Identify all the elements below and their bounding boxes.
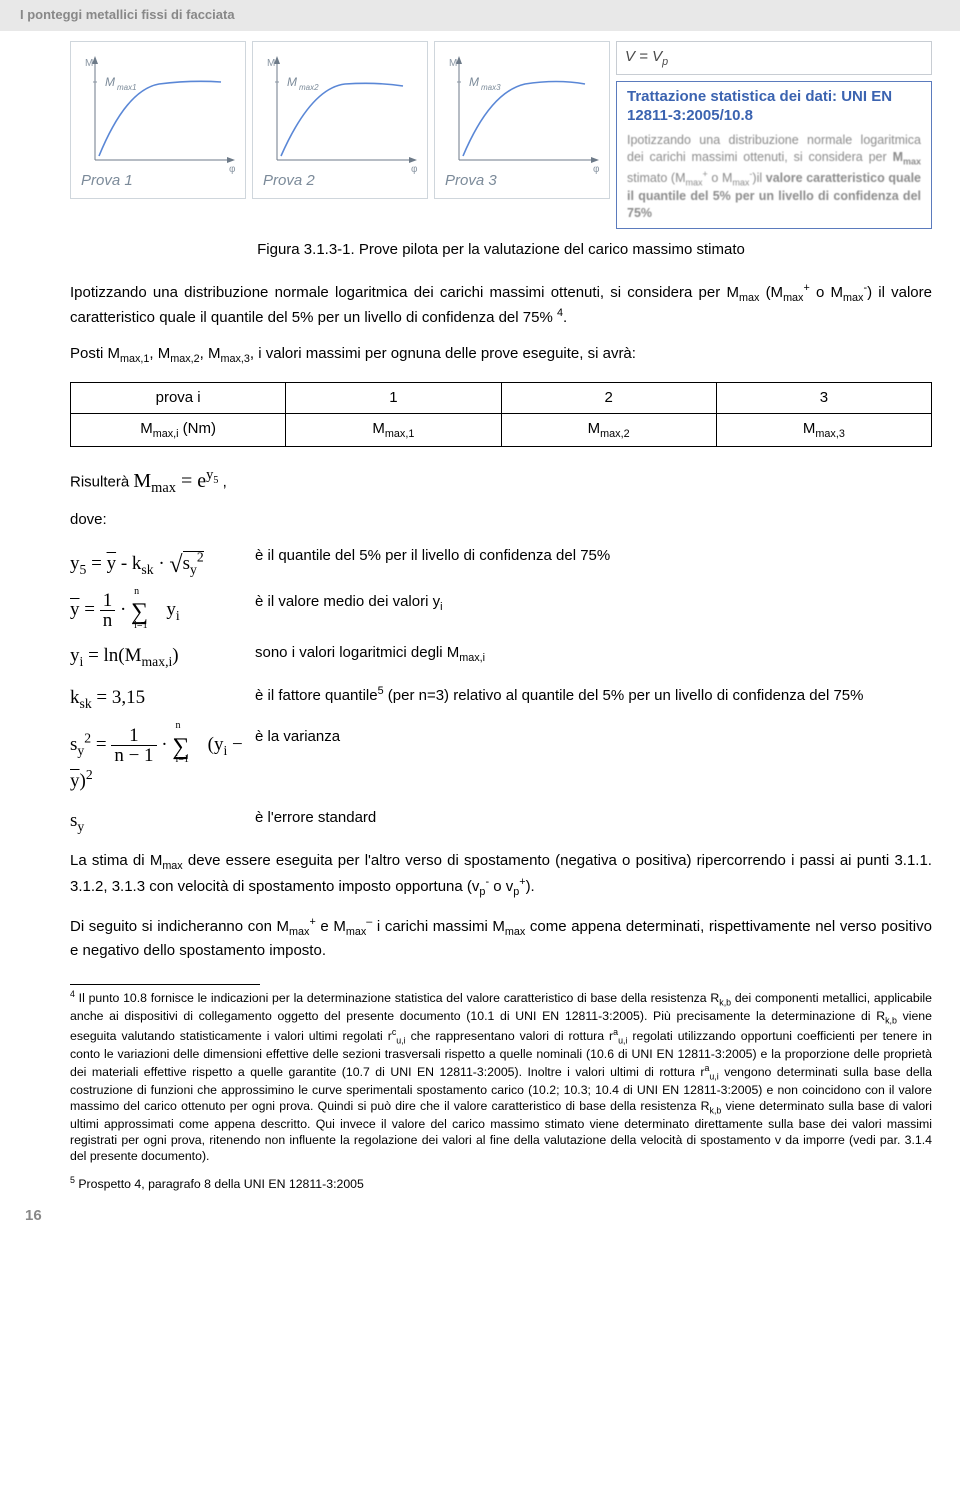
prova-label-1: Prova 1 bbox=[81, 170, 133, 192]
cell: Mmax,2 bbox=[501, 413, 716, 447]
stat-title: Trattazione statistica dei dati: UNI EN … bbox=[627, 88, 921, 126]
stat-body: Ipotizzando una distribuzione normale lo… bbox=[627, 132, 921, 222]
prova-plot-1: M φ Mmax1 Prova 1 bbox=[70, 41, 246, 199]
svg-text:M: M bbox=[267, 58, 275, 69]
cell: Mmax,i (Nm) bbox=[71, 413, 286, 447]
def-row-ksk: ksk = 3,15 è il fattore quantile5 (per n… bbox=[70, 684, 932, 714]
svg-text:max3: max3 bbox=[481, 83, 501, 92]
svg-text:M: M bbox=[449, 58, 457, 69]
prova-plot-3: M φ Mmax3 Prova 3 bbox=[434, 41, 610, 199]
page-header: I ponteggi metallici fissi di facciata bbox=[0, 0, 960, 31]
dove-label: dove: bbox=[70, 509, 932, 531]
def-row-sy: sy è l'errore standard bbox=[70, 807, 932, 837]
svg-text:max2: max2 bbox=[299, 83, 319, 92]
footnote-5: 5 Prospetto 4, paragrafo 8 della UNI EN … bbox=[70, 1175, 932, 1193]
svg-text:M: M bbox=[287, 75, 297, 89]
def-symbol: sy2 = 1n − 1 · ∑ni=1 (yi − y)2 bbox=[70, 726, 255, 795]
def-row-sy2: sy2 = 1n − 1 · ∑ni=1 (yi − y)2 è la vari… bbox=[70, 726, 932, 795]
page-number: 16 bbox=[25, 1205, 887, 1227]
def-row-ybar: y = 1n · ∑ni=1 yi è il valore medio dei … bbox=[70, 591, 932, 630]
cell: 1 bbox=[286, 382, 501, 413]
cell: 3 bbox=[716, 382, 931, 413]
def-row-yi: yi = ln(Mmax,i) sono i valori logaritmic… bbox=[70, 642, 932, 672]
def-desc: è il quantile del 5% per il livello di c… bbox=[255, 545, 932, 567]
prova-label-3: Prova 3 bbox=[445, 170, 497, 192]
paragraph-4: Di seguito si indicheranno con Mmax+ e M… bbox=[70, 915, 932, 962]
prova-label-2: Prova 2 bbox=[263, 170, 315, 192]
svg-text:M: M bbox=[85, 58, 93, 69]
paragraph-2: Posti Mmax,1, Mmax,2, Mmax,3, i valori m… bbox=[70, 343, 932, 368]
paragraph-1: Ipotizzando una distribuzione normale lo… bbox=[70, 281, 932, 329]
def-symbol: yi = ln(Mmax,i) bbox=[70, 642, 255, 672]
table-prove: prova i 1 2 3 Mmax,i (Nm) Mmax,1 Mmax,2 … bbox=[70, 382, 932, 447]
def-desc: è il valore medio dei valori yi bbox=[255, 591, 932, 616]
svg-text:M: M bbox=[105, 75, 115, 89]
risultera-line: Risulterà Mmax = ey5 , bbox=[70, 465, 932, 499]
def-desc: è l'errore standard bbox=[255, 807, 932, 829]
svg-text:M: M bbox=[469, 75, 479, 89]
def-desc: è il fattore quantile5 (per n=3) relativ… bbox=[255, 684, 932, 707]
def-desc: è la varianza bbox=[255, 726, 932, 748]
footnote-4: 4 Il punto 10.8 fornisce le indicazioni … bbox=[70, 989, 932, 1165]
prova-plot-2: M φ Mmax2 Prova 2 bbox=[252, 41, 428, 199]
svg-text:max1: max1 bbox=[117, 83, 137, 92]
svg-text:φ: φ bbox=[411, 164, 418, 175]
figure-caption: Figura 3.1.3-1. Prove pilota per la valu… bbox=[70, 239, 932, 261]
footnote-rule bbox=[70, 984, 260, 985]
figure-row: M φ Mmax1 Prova 1 M φ Mmax2 Prova 2 bbox=[70, 41, 932, 229]
def-row-y5: y5 = y - ksk · √sy2 è il quantile del 5%… bbox=[70, 545, 932, 580]
header-title: I ponteggi metallici fissi di facciata bbox=[20, 7, 235, 22]
table-row: prova i 1 2 3 bbox=[71, 382, 932, 413]
def-symbol: y = 1n · ∑ni=1 yi bbox=[70, 591, 255, 630]
page-content: M φ Mmax1 Prova 1 M φ Mmax2 Prova 2 bbox=[0, 31, 960, 1245]
definitions-block: y5 = y - ksk · √sy2 è il quantile del 5%… bbox=[70, 545, 932, 837]
svg-text:φ: φ bbox=[229, 164, 236, 175]
def-symbol: y5 = y - ksk · √sy2 bbox=[70, 545, 255, 580]
v-vp-box: V = Vp bbox=[616, 41, 932, 76]
svg-text:φ: φ bbox=[593, 164, 600, 175]
cell: 2 bbox=[501, 382, 716, 413]
def-desc: sono i valori logaritmici degli Mmax,i bbox=[255, 642, 932, 667]
cell: prova i bbox=[71, 382, 286, 413]
cell: Mmax,3 bbox=[716, 413, 931, 447]
paragraph-3: La stima di Mmax deve essere eseguita pe… bbox=[70, 850, 932, 900]
def-symbol: sy bbox=[70, 807, 255, 837]
stat-box: Trattazione statistica dei dati: UNI EN … bbox=[616, 81, 932, 229]
table-row: Mmax,i (Nm) Mmax,1 Mmax,2 Mmax,3 bbox=[71, 413, 932, 447]
cell: Mmax,1 bbox=[286, 413, 501, 447]
def-symbol: ksk = 3,15 bbox=[70, 684, 255, 714]
